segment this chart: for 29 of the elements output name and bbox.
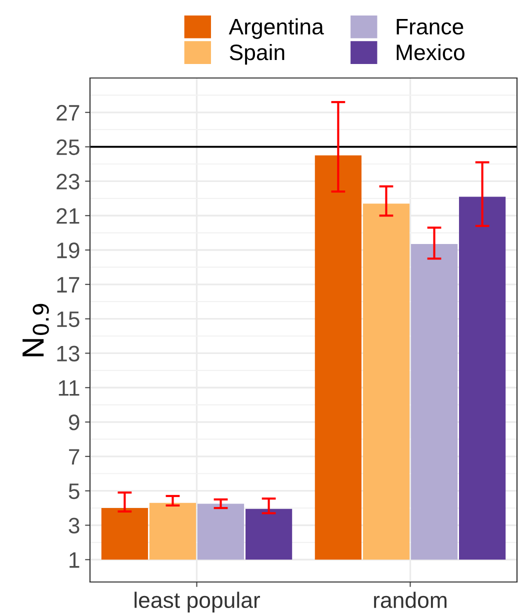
y-tick-label: 13 <box>57 346 80 362</box>
y-tick-label: 25 <box>56 139 80 156</box>
y-tick-label: 17 <box>57 277 80 292</box>
y-tick-label: 15 <box>57 312 80 328</box>
y-tick-label: 3 <box>68 518 80 534</box>
legend-label: Mexico <box>396 44 464 60</box>
legend-label: Spain <box>230 44 284 65</box>
bar <box>314 155 362 560</box>
legend-label: Argentina <box>228 18 324 39</box>
bar <box>459 196 506 560</box>
y-tick-label: 11 <box>58 380 80 396</box>
y-tick-label: 1 <box>70 552 80 568</box>
y-tick-label: 19 <box>57 242 80 258</box>
y-tick-label: 23 <box>56 174 80 190</box>
y-tick-label: 7 <box>69 449 80 464</box>
x-tick-label: random <box>374 592 446 608</box>
y-axis-title: N$_{0.9}$ <box>22 304 49 356</box>
bar <box>410 244 458 560</box>
bar <box>101 508 148 560</box>
bar <box>362 204 410 560</box>
y-tick-label: 27 <box>56 104 80 120</box>
x-tick-label: least popular <box>134 592 260 612</box>
y-tick-label: 5 <box>68 484 80 500</box>
bar <box>197 504 244 560</box>
y-tick-label: 9 <box>68 414 80 430</box>
bar <box>149 502 196 560</box>
y-tick-label: 21 <box>56 208 80 224</box>
bar <box>246 508 292 560</box>
legend-label: France <box>396 19 464 35</box>
